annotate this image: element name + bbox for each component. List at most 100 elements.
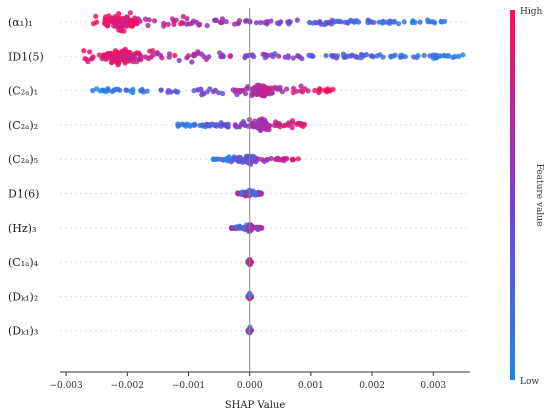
shap-point: [110, 52, 116, 59]
shap-point: [175, 123, 181, 129]
feature-label: (C₂ₐ)₂: [8, 119, 38, 132]
shap-point: [146, 17, 152, 23]
shap-point: [259, 225, 265, 231]
shap-point: [235, 20, 241, 26]
shap-point: [116, 11, 122, 17]
shap-point: [242, 189, 248, 195]
shap-point: [411, 54, 417, 60]
shap-point: [388, 54, 394, 60]
shap-point: [285, 53, 291, 59]
shap-point: [116, 25, 122, 31]
shap-point: [90, 88, 96, 94]
shap-point: [171, 21, 177, 27]
shap-point: [216, 90, 222, 96]
shap-point: [239, 121, 245, 127]
shap-point: [113, 86, 119, 92]
shap-point: [264, 157, 270, 163]
colorbar-high-label: High: [520, 7, 542, 17]
shap-point: [276, 53, 282, 59]
shap-point: [295, 53, 301, 59]
shap-point: [290, 85, 297, 91]
shap-point: [89, 56, 95, 62]
x-axis-ticks: −0.003 −0.002 −0.001 0.000 0.001 0.002 0.003: [49, 372, 446, 391]
shap-point: [211, 17, 218, 23]
shap-point: [247, 192, 253, 198]
shap-point: [237, 223, 243, 229]
shap-point: [321, 22, 327, 28]
shap-point: [199, 51, 205, 57]
shap-point: [184, 16, 190, 22]
feature-label: (Hz)₃: [8, 222, 36, 235]
shap-point: [316, 86, 323, 92]
shap-point: [285, 19, 291, 25]
shap-point: [221, 122, 227, 128]
shap-point: [147, 48, 153, 54]
shap-point: [173, 17, 179, 23]
shap-point: [120, 15, 126, 21]
shap-point: [460, 52, 466, 58]
shap-point: [297, 120, 303, 127]
shap-point: [227, 53, 233, 59]
shap-point: [427, 53, 433, 59]
shap-point: [232, 122, 238, 128]
colorbar: [510, 10, 515, 380]
shap-point: [223, 156, 230, 162]
shap-point: [220, 53, 226, 60]
shap-point: [189, 59, 195, 65]
shap-point: [278, 157, 284, 163]
shap-point: [415, 52, 421, 59]
shap-point: [195, 51, 201, 57]
shap-point: [189, 20, 195, 26]
shap-point: [276, 86, 282, 92]
shap-point: [299, 56, 305, 62]
shap-point: [184, 55, 190, 61]
shap-point: [363, 52, 370, 58]
shap-point: [387, 20, 393, 26]
x-tick-label: 0.002: [359, 381, 385, 391]
feature-label: D1(6): [8, 188, 39, 201]
shap-point: [166, 54, 172, 60]
shap-point: [246, 155, 252, 161]
shap-point: [452, 54, 458, 60]
colorbar-title: Feature value: [534, 164, 544, 227]
shap-point: [259, 118, 265, 124]
shap-point: [130, 55, 136, 61]
feature-label: ID1(5): [8, 50, 44, 63]
shap-point: [456, 53, 462, 60]
shap-point: [317, 19, 323, 26]
shap-point: [253, 20, 260, 26]
shap-point: [197, 21, 203, 28]
shap-point: [120, 48, 126, 54]
shap-point: [243, 18, 249, 24]
shap-point: [391, 19, 397, 25]
shap-point: [262, 52, 268, 58]
shap-point: [133, 17, 139, 24]
x-axis-title: SHAP Value: [225, 400, 286, 411]
shap-point: [338, 19, 344, 25]
shap-point: [284, 86, 290, 92]
row-guide-lines: [60, 21, 470, 332]
shap-point: [84, 56, 90, 63]
shap-point: [216, 156, 223, 162]
shap-point: [206, 54, 212, 60]
shap-point: [249, 52, 255, 58]
shap-point: [253, 191, 259, 197]
shap-point: [274, 156, 280, 162]
shap-point: [290, 55, 296, 61]
feature-labels: (α₁)₁ ID1(5) (C₂ₐ)₁ (C₂ₐ)₂ (C₂ₐ)₅ D1(6) (Hz)₃ (…: [8, 16, 44, 338]
shap-point: [445, 53, 452, 59]
shap-point: [300, 89, 306, 95]
shap-point: [229, 225, 235, 232]
shap-point: [434, 54, 440, 60]
shap-point: [410, 19, 416, 25]
shap-point: [165, 89, 171, 95]
shap-point: [176, 57, 182, 64]
x-tick-label: 0.003: [420, 381, 446, 391]
shap-point: [87, 49, 93, 55]
shap-point: [121, 56, 127, 63]
feature-label: (α₁)₁: [8, 16, 33, 29]
shap-point: [251, 158, 257, 164]
shap-point: [342, 54, 348, 60]
shap-point: [298, 83, 304, 89]
